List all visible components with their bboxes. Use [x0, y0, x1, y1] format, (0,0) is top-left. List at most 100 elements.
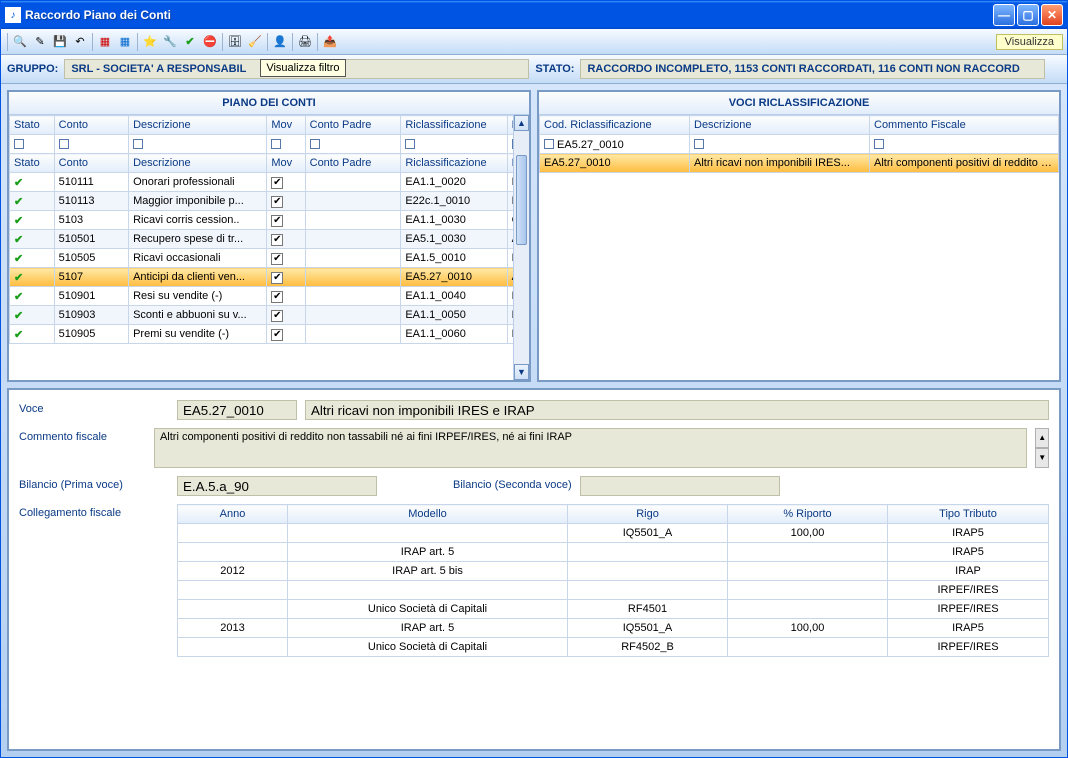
- col-tipo[interactable]: Tipo Tributo: [888, 505, 1049, 524]
- exit-icon[interactable]: 📤: [320, 32, 340, 52]
- col-rigo[interactable]: Rigo: [568, 505, 728, 524]
- col-voci-descr[interactable]: Descrizione: [690, 116, 870, 135]
- bilancio2-input[interactable]: [580, 476, 780, 496]
- wizard-icon[interactable]: 🔧: [160, 32, 180, 52]
- broom-icon[interactable]: 🧹: [245, 32, 265, 52]
- mov-checkbox[interactable]: ✔: [271, 253, 283, 265]
- col-riporto[interactable]: % Riporto: [728, 505, 888, 524]
- piano-title: PIANO DEI CONTI: [9, 92, 529, 115]
- col-mov[interactable]: Mov: [267, 116, 305, 135]
- voce-label: Voce: [19, 400, 169, 415]
- window-title: Raccordo Piano dei Conti: [25, 8, 993, 22]
- mov-checkbox[interactable]: ✔: [271, 196, 283, 208]
- scroll-down-icon[interactable]: ▼: [514, 364, 529, 380]
- check-icon: ✔: [14, 177, 23, 189]
- grid-red-icon[interactable]: ▦: [95, 32, 115, 52]
- minimize-button[interactable]: —: [993, 4, 1015, 26]
- gruppo-field[interactable]: SRL - SOCIETA' A RESPONSABIL Visualizza …: [64, 59, 529, 79]
- check-icon: ✔: [14, 234, 23, 246]
- check-icon: ✔: [14, 310, 23, 322]
- collegamento-label: Collegamento fiscale: [19, 504, 169, 519]
- check-icon: ✔: [14, 272, 23, 284]
- col-cod-riclass[interactable]: Cod. Riclassificazione: [540, 116, 690, 135]
- scroll-thumb[interactable]: [516, 155, 527, 245]
- search-icon[interactable]: 🔍: [10, 32, 30, 52]
- table-row[interactable]: ✔5107Anticipi da clienti ven...✔EA5.27_0…: [10, 268, 529, 287]
- table-row[interactable]: Unico Società di CapitaliRF4501IRPEF/IRE…: [178, 600, 1049, 619]
- forbid-icon[interactable]: ⛔: [200, 32, 220, 52]
- close-button[interactable]: ✕: [1041, 4, 1063, 26]
- window-buttons: — ▢ ✕: [993, 4, 1063, 26]
- filter-icon[interactable]: 🗄: [225, 32, 245, 52]
- mov-checkbox[interactable]: ✔: [271, 177, 283, 189]
- voci-pane: VOCI RICLASSIFICAZIONE Cod. Riclassifica…: [537, 90, 1061, 382]
- table-row[interactable]: Unico Società di CapitaliRF4502_BIRPEF/I…: [178, 638, 1049, 657]
- status-bar: GRUPPO: SRL - SOCIETA' A RESPONSABIL Vis…: [1, 55, 1067, 84]
- mov-checkbox[interactable]: ✔: [271, 272, 283, 284]
- table-row[interactable]: 2013IRAP art. 5IQ5501_A100,00IRAP5: [178, 619, 1049, 638]
- mov-checkbox[interactable]: ✔: [271, 291, 283, 303]
- table-row[interactable]: IRAP art. 5IRAP5: [178, 543, 1049, 562]
- save-icon[interactable]: 💾: [50, 32, 70, 52]
- table-row[interactable]: ✔510905Premi su vendite (-)✔EA1.1_0060P: [10, 325, 529, 344]
- commento-label: Commento fiscale: [19, 428, 146, 443]
- mov-checkbox[interactable]: ✔: [271, 310, 283, 322]
- check-icon: ✔: [14, 253, 23, 265]
- col-anno[interactable]: Anno: [178, 505, 288, 524]
- table-row[interactable]: IQ5501_A100,00IRAP5: [178, 524, 1049, 543]
- maximize-button[interactable]: ▢: [1017, 4, 1039, 26]
- bilancio1-input[interactable]: [177, 476, 377, 496]
- filtro-tooltip: Visualizza filtro: [260, 59, 345, 77]
- work-area: PIANO DEI CONTI Stato Conto Descrizione …: [1, 84, 1067, 757]
- table-row[interactable]: EA5.27_0010Altri ricavi non imponibili I…: [540, 154, 1059, 173]
- commento-textarea[interactable]: [154, 428, 1028, 468]
- table-row[interactable]: ✔5103Ricavi corris cession..✔EA1.1_0030C: [10, 211, 529, 230]
- check-icon[interactable]: ✔: [180, 32, 200, 52]
- piano-scrollbar[interactable]: ▲ ▼: [513, 115, 529, 380]
- gruppo-label: GRUPPO:: [7, 63, 58, 75]
- toolbar: 🔍 ✎ 💾 ↶ ▦ ▦ ⭐ 🔧 ✔ ⛔ 🗄 🧹 👤 🖨 📤 Visualizza: [1, 29, 1067, 55]
- bilancio1-label: Bilancio (Prima voce): [19, 476, 169, 491]
- check-icon: ✔: [14, 329, 23, 341]
- col-descrizione[interactable]: Descrizione: [129, 116, 267, 135]
- top-split: PIANO DEI CONTI Stato Conto Descrizione …: [7, 90, 1061, 382]
- star-icon[interactable]: ⭐: [140, 32, 160, 52]
- undo-icon[interactable]: ↶: [70, 32, 90, 52]
- check-icon: ✔: [14, 196, 23, 208]
- voce-code-input[interactable]: [177, 400, 297, 420]
- voci-grid[interactable]: Cod. Riclassificazione Descrizione Comme…: [539, 115, 1059, 380]
- col-modello[interactable]: Modello: [288, 505, 568, 524]
- table-row[interactable]: ✔510111Onorari professionali✔EA1.1_0020R: [10, 173, 529, 192]
- col-conto[interactable]: Conto: [54, 116, 128, 135]
- print-icon[interactable]: 🖨: [295, 32, 315, 52]
- user-icon[interactable]: 👤: [270, 32, 290, 52]
- table-row[interactable]: ✔510901Resi su vendite (-)✔EA1.1_0040R: [10, 287, 529, 306]
- scroll-up-icon[interactable]: ▲: [514, 115, 529, 131]
- app-icon: ♪: [5, 7, 21, 23]
- col-stato[interactable]: Stato: [10, 116, 55, 135]
- mov-checkbox[interactable]: ✔: [271, 234, 283, 246]
- col-conto-padre[interactable]: Conto Padre: [305, 116, 401, 135]
- table-row[interactable]: ✔510505Ricavi occasionali✔EA1.5_0010R: [10, 249, 529, 268]
- voce-descr-input[interactable]: [305, 400, 1049, 420]
- table-row[interactable]: 2012IRAP art. 5 bisIRAP: [178, 562, 1049, 581]
- table-row[interactable]: ✔510113Maggior imponibile p...✔E22c.1_00…: [10, 192, 529, 211]
- edit-icon[interactable]: ✎: [30, 32, 50, 52]
- col-riclass[interactable]: Riclassificazione: [401, 116, 507, 135]
- filter-row[interactable]: [10, 135, 529, 154]
- commento-spinner[interactable]: ▲▼: [1035, 428, 1049, 468]
- table-row[interactable]: EA5.27_0010: [540, 135, 1059, 154]
- col-commento[interactable]: Commento Fiscale: [870, 116, 1059, 135]
- table-row[interactable]: ✔510903Sconti e abbuoni su v...✔EA1.1_00…: [10, 306, 529, 325]
- check-icon: ✔: [14, 291, 23, 303]
- piano-pane: PIANO DEI CONTI Stato Conto Descrizione …: [7, 90, 531, 382]
- table-row[interactable]: ✔510501Recupero spese di tr...✔EA5.1_003…: [10, 230, 529, 249]
- table-row[interactable]: IRPEF/IRES: [178, 581, 1049, 600]
- visualizza-badge: Visualizza: [996, 36, 1063, 48]
- details-panel: Voce Commento fiscale ▲▼ Bilancio (Prima…: [7, 388, 1061, 751]
- piano-grid[interactable]: Stato Conto Descrizione Mov Conto Padre …: [9, 115, 529, 380]
- grid-blue-icon[interactable]: ▦: [115, 32, 135, 52]
- mov-checkbox[interactable]: ✔: [271, 215, 283, 227]
- mov-checkbox[interactable]: ✔: [271, 329, 283, 341]
- link-table[interactable]: Anno Modello Rigo % Riporto Tipo Tributo…: [177, 504, 1049, 657]
